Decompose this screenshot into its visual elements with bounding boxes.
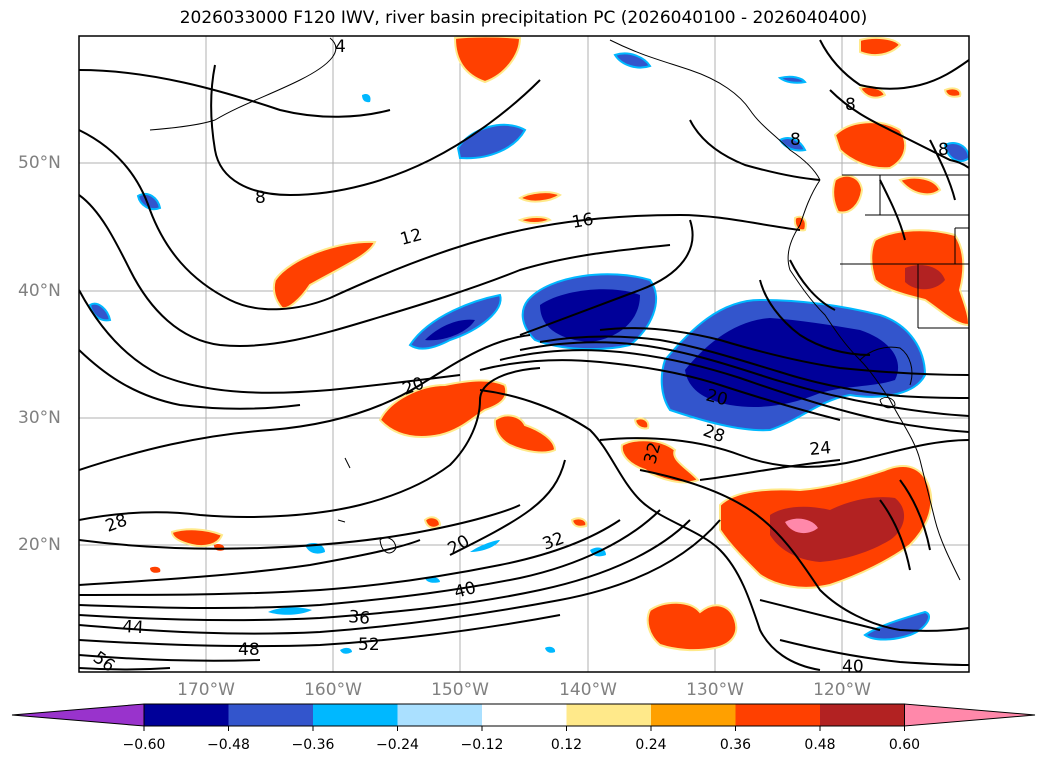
longitude-label: 160°W xyxy=(304,680,362,700)
negative-anomaly-areas xyxy=(88,52,969,654)
colorbar-tick-label: 0.48 xyxy=(804,737,836,753)
contour-label: 52 xyxy=(358,635,380,655)
contour-label: 8 xyxy=(938,140,949,160)
contour-label: 8 xyxy=(790,130,801,150)
contour-label: 16 xyxy=(570,209,595,232)
map-title: 2026033000 F120 IWV, river basin precipi… xyxy=(179,8,868,28)
colorbar xyxy=(11,703,1036,731)
latitude-label: 40°N xyxy=(18,281,61,301)
colorbar-tick-label: −0.24 xyxy=(376,737,419,753)
latitude-label: 30°N xyxy=(18,408,61,428)
contour-label: 24 xyxy=(809,438,832,460)
longitude-label: 170°W xyxy=(177,680,235,700)
longitude-label: 120°W xyxy=(813,680,871,700)
contour-label: 8 xyxy=(255,188,266,208)
latitude-label: 20°N xyxy=(18,535,61,555)
longitude-label: 140°W xyxy=(559,680,617,700)
colorbar-tick-label: 0.60 xyxy=(888,737,921,753)
colorbar-tick-label: −0.36 xyxy=(291,737,335,753)
longitude-label: 130°W xyxy=(686,680,744,700)
contour-label: 44 xyxy=(122,617,145,638)
colorbar-tick-label: 0.24 xyxy=(635,737,667,753)
colorbar-tick-label: −0.48 xyxy=(207,737,250,753)
map-frame xyxy=(78,35,970,673)
iwv-contours xyxy=(79,39,969,671)
latitude-label: 50°N xyxy=(18,153,61,173)
colorbar-tick-label: 0.36 xyxy=(719,737,752,753)
colorbar-tick-label: −0.12 xyxy=(460,737,504,753)
contour-label: 40 xyxy=(842,657,864,677)
positive-anomaly-areas xyxy=(150,36,969,652)
contour-label: 8 xyxy=(845,95,856,115)
colorbar-tick-label: 0.12 xyxy=(550,737,583,753)
contour-label: 4 xyxy=(335,37,346,57)
longitude-label: 150°W xyxy=(431,680,489,700)
contour-label: 48 xyxy=(238,640,260,660)
colorbar-tick-label: −0.60 xyxy=(122,737,166,753)
contour-label: 36 xyxy=(348,607,371,629)
